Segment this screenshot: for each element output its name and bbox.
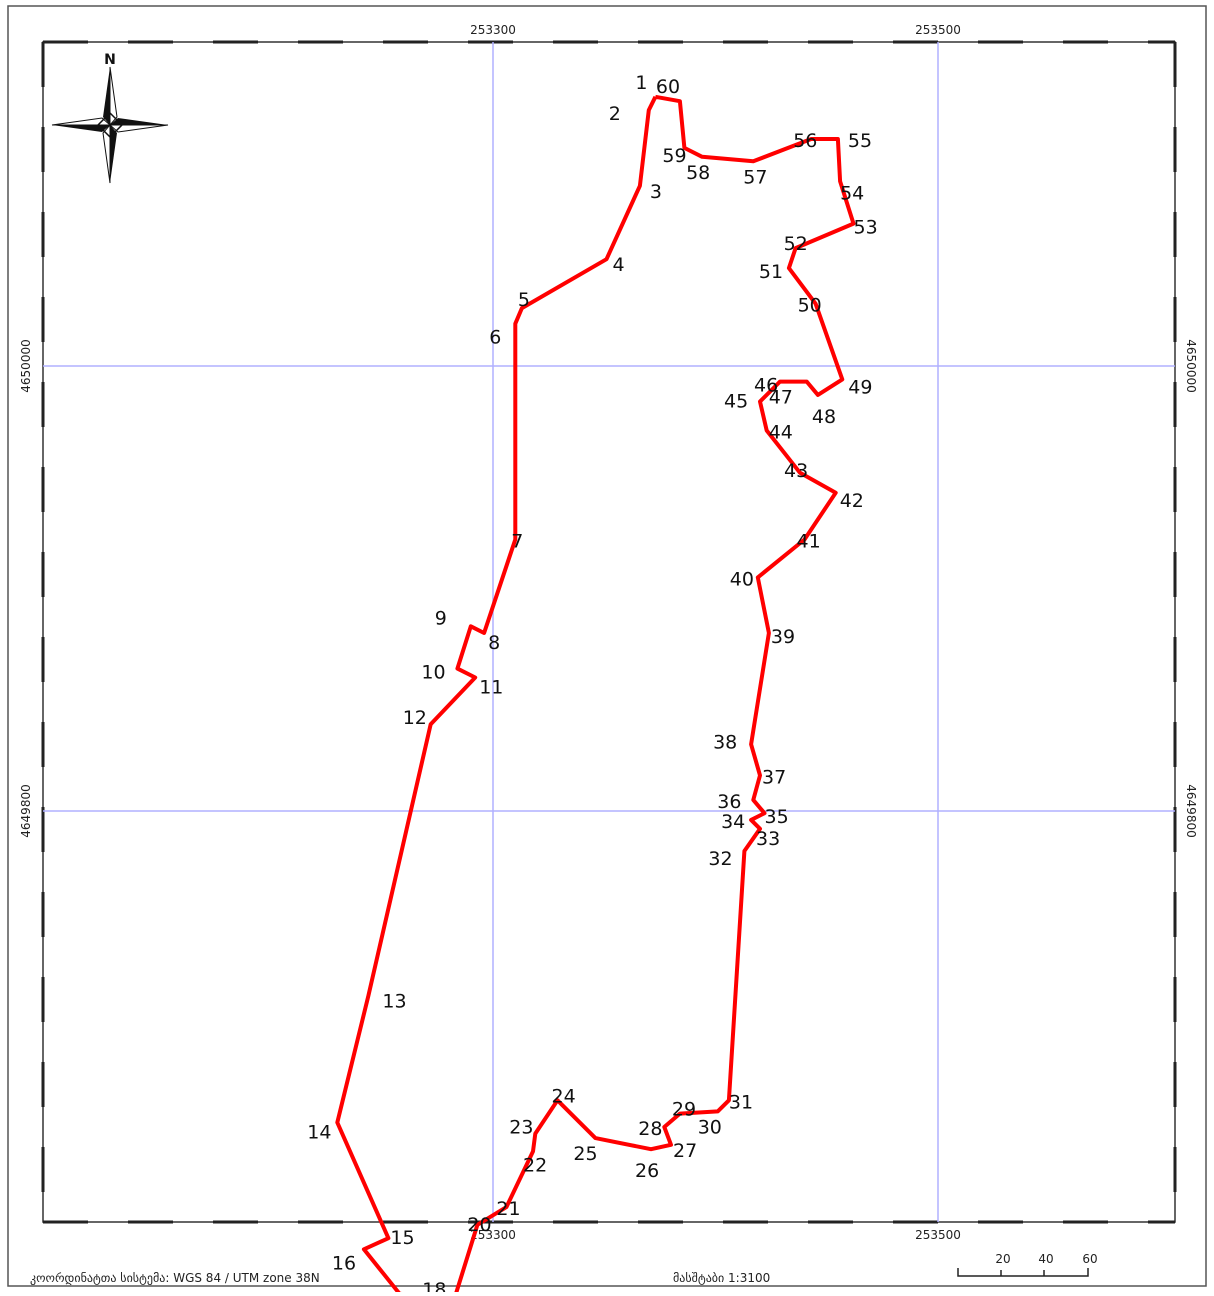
north-label: N (104, 52, 116, 68)
point-label-2: 2 (609, 103, 621, 125)
point-label-42: 42 (840, 490, 864, 512)
point-label-34: 34 (721, 811, 745, 833)
point-label-21: 21 (496, 1198, 520, 1220)
point-label-25: 25 (573, 1143, 597, 1165)
point-label-20: 20 (467, 1214, 491, 1236)
point-label-45: 45 (724, 391, 748, 413)
neatline-dashes (41, 40, 1177, 1224)
point-label-48: 48 (812, 406, 836, 428)
point-label-22: 22 (523, 1154, 547, 1176)
page-frame (7, 5, 1207, 1287)
point-label-36: 36 (717, 791, 741, 813)
point-label-53: 53 (854, 217, 878, 239)
point-label-40: 40 (730, 568, 754, 590)
point-label-49: 49 (848, 376, 872, 398)
point-label-55: 55 (848, 130, 872, 152)
point-label-24: 24 (552, 1085, 576, 1107)
easting-label-top: 253500 (915, 23, 961, 37)
point-label-35: 35 (765, 806, 789, 828)
point-label-3: 3 (650, 181, 662, 203)
point-label-1: 1 (635, 72, 647, 94)
scalebar-label-40: 40 (1038, 1252, 1053, 1266)
point-label-50: 50 (798, 295, 822, 317)
point-label-31: 31 (729, 1091, 753, 1113)
scalebar-label-20: 20 (995, 1252, 1010, 1266)
point-label-27: 27 (673, 1140, 697, 1162)
point-label-44: 44 (769, 422, 793, 444)
point-label-18: 18 (422, 1279, 446, 1292)
point-label-9: 9 (435, 607, 447, 629)
point-label-58: 58 (686, 162, 710, 184)
point-label-15: 15 (390, 1227, 414, 1249)
point-label-51: 51 (759, 261, 783, 283)
point-label-57: 57 (743, 166, 767, 188)
point-label-38: 38 (713, 731, 737, 753)
point-label-37: 37 (762, 766, 786, 788)
point-label-6: 6 (489, 327, 501, 349)
northing-label-left: 4650000 (19, 339, 33, 392)
point-label-32: 32 (708, 848, 732, 870)
point-label-8: 8 (488, 632, 500, 654)
point-label-13: 13 (382, 991, 406, 1013)
point-label-52: 52 (784, 233, 808, 255)
point-label-30: 30 (698, 1116, 722, 1138)
point-label-43: 43 (784, 460, 808, 482)
point-label-39: 39 (771, 626, 795, 648)
northing-label-right: 4650000 (1184, 339, 1198, 392)
crs-text: კოორდინატთა სისტემა: WGS 84 / UTM zone 3… (30, 1271, 320, 1285)
point-label-47: 47 (769, 387, 793, 409)
point-label-59: 59 (662, 145, 686, 167)
point-label-60: 60 (656, 76, 680, 98)
northing-label-right: 4649800 (1184, 784, 1198, 837)
point-label-7: 7 (511, 531, 523, 553)
point-labels: 1234567891011121314151617181920212223242… (307, 72, 878, 1296)
north-arrow-icon: N (51, 52, 169, 184)
point-label-41: 41 (797, 531, 821, 553)
point-label-33: 33 (756, 828, 780, 850)
point-label-56: 56 (793, 130, 817, 152)
point-label-23: 23 (509, 1117, 533, 1139)
point-label-14: 14 (307, 1122, 331, 1144)
map-frame (42, 41, 1176, 1223)
easting-label-top: 253300 (470, 23, 516, 37)
point-label-54: 54 (840, 182, 864, 204)
point-label-4: 4 (613, 254, 625, 276)
easting-label-bottom: 253300 (470, 1228, 516, 1242)
northing-label-left: 4649800 (19, 784, 33, 837)
point-label-16: 16 (332, 1252, 356, 1274)
scalebar-label-60: 60 (1082, 1252, 1097, 1266)
point-label-12: 12 (403, 707, 427, 729)
scale-bar (957, 1268, 1089, 1277)
point-label-11: 11 (479, 677, 503, 699)
point-label-10: 10 (421, 662, 445, 684)
point-label-29: 29 (672, 1099, 696, 1121)
easting-label-bottom: 253500 (915, 1228, 961, 1242)
point-label-26: 26 (635, 1160, 659, 1182)
boundary-polygon (335, 94, 856, 1296)
scale-text: მასშტაბი 1:3100 (673, 1271, 770, 1285)
point-label-46: 46 (754, 375, 778, 397)
grid-lines (43, 42, 1175, 1222)
point-label-5: 5 (518, 289, 530, 311)
point-label-28: 28 (638, 1118, 662, 1140)
